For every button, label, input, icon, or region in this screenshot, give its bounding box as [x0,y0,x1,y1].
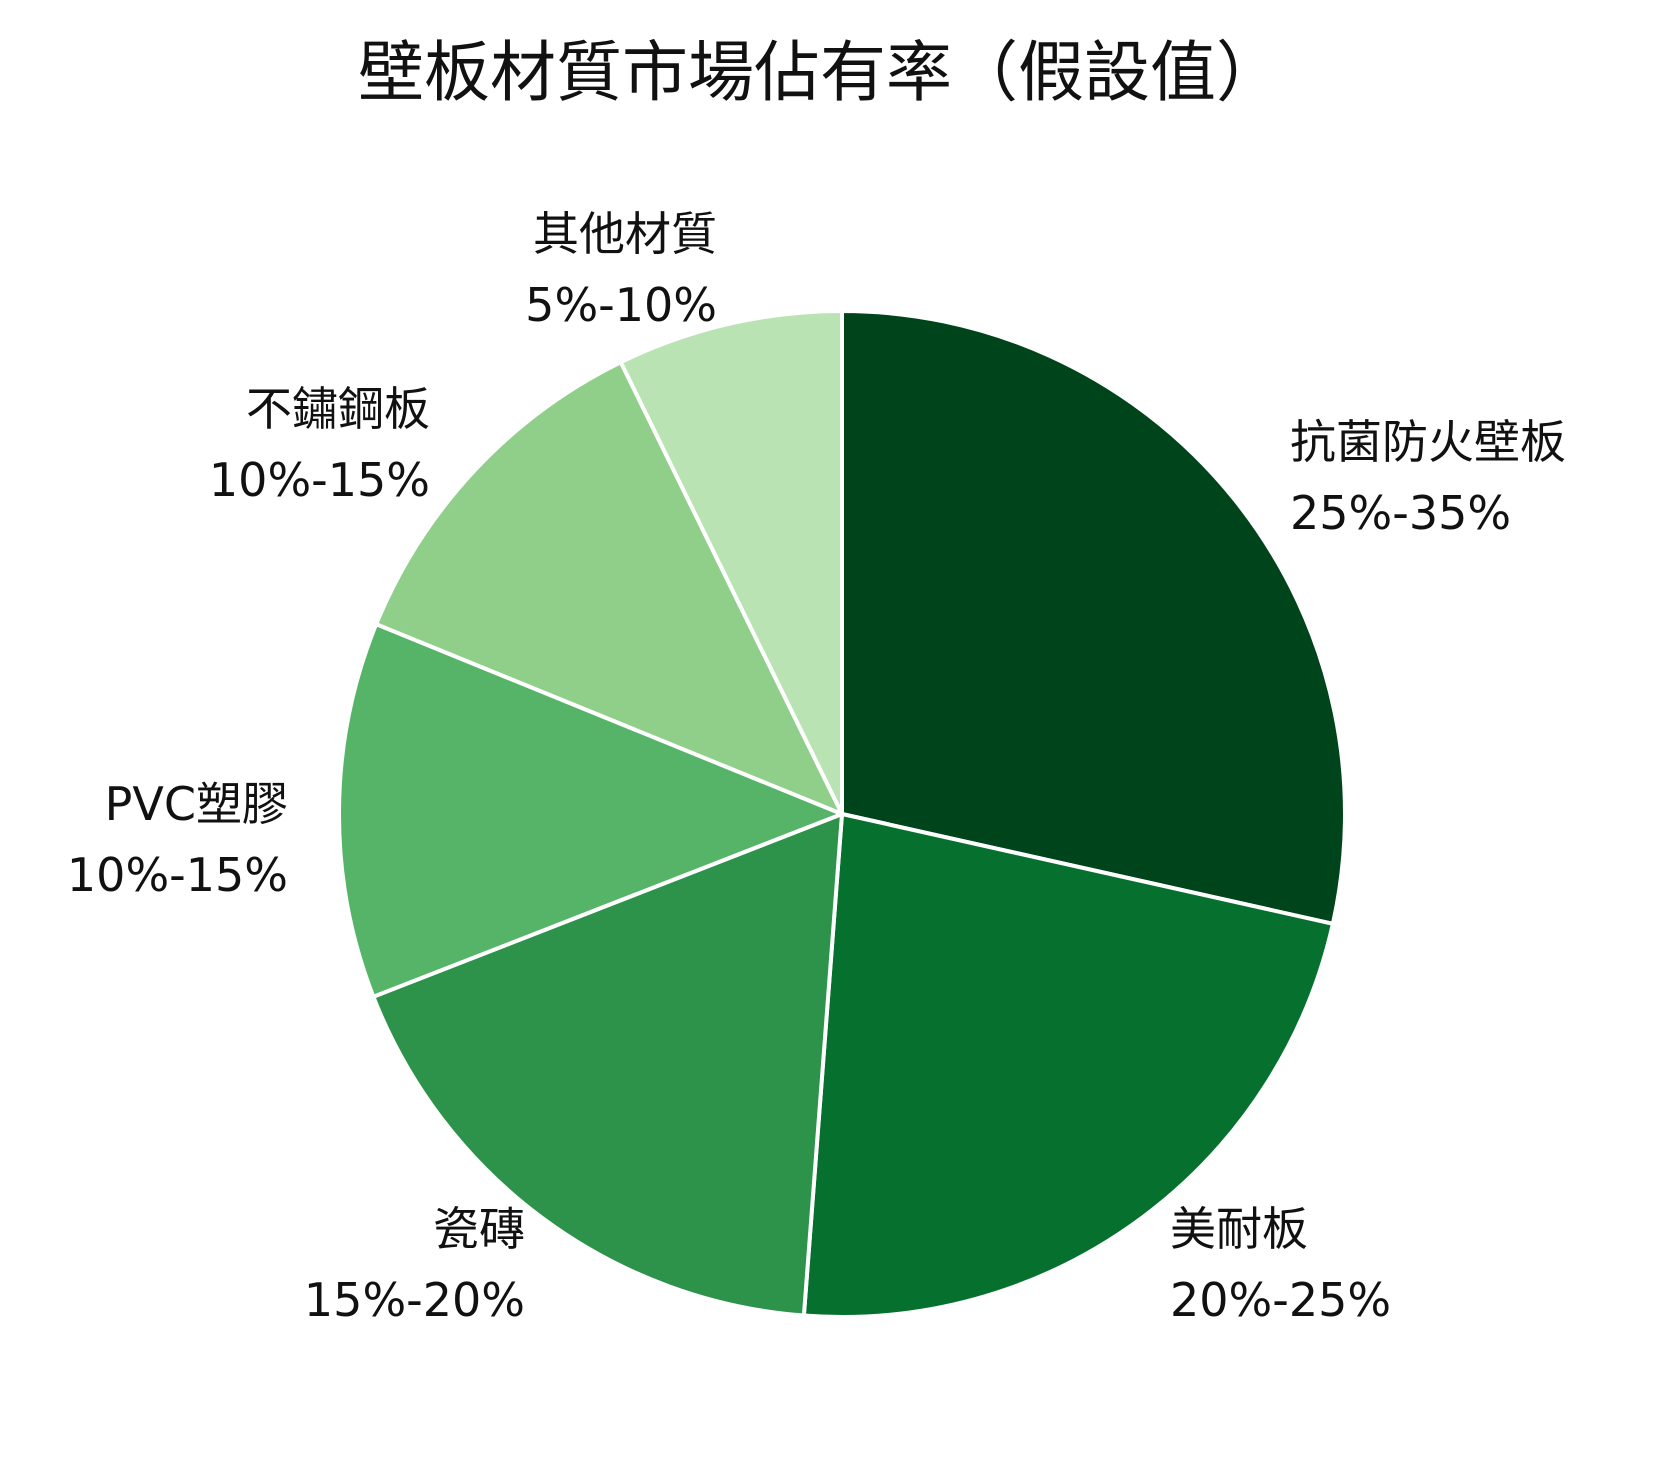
slice-label-name-2: 美耐板 [1170,1202,1308,1256]
slice-label-name-6: 其他材質 [533,207,717,261]
slice-label-name-4: PVC塑膠 [105,777,288,831]
slice-label-name-5: 不鏽鋼板 [246,382,430,436]
slice-label-range-1: 25%-35% [1290,486,1511,540]
pie-slice-2 [801,812,1335,1319]
chart-title: 壁板材質市場佔有率（假設值） [358,34,1282,111]
pie-labels: 抗菌防火壁板 25%-35% 美耐板 20%-25% 瓷磚 15%-20% PVC塑膠 10%… [67,207,1566,1327]
pie-slice-4 [337,622,844,999]
slice-label-range-5: 10%-15% [209,453,430,507]
pie-slice-1 [840,309,1347,926]
slice-label-range-3: 15%-20% [304,1273,525,1327]
slice-label-range-6: 5%-10% [525,278,717,332]
slice-label-range-4: 10%-15% [67,848,288,902]
pie-slice-6 [618,309,844,816]
slice-label-range-2: 20%-25% [1170,1273,1391,1327]
pie-slice-3 [371,812,844,1318]
pie-slices [337,309,1347,1319]
pie-slice-5 [374,360,844,816]
slice-label-name-1: 抗菌防火壁板 [1290,415,1566,469]
slice-label-name-3: 瓷磚 [433,1202,525,1256]
